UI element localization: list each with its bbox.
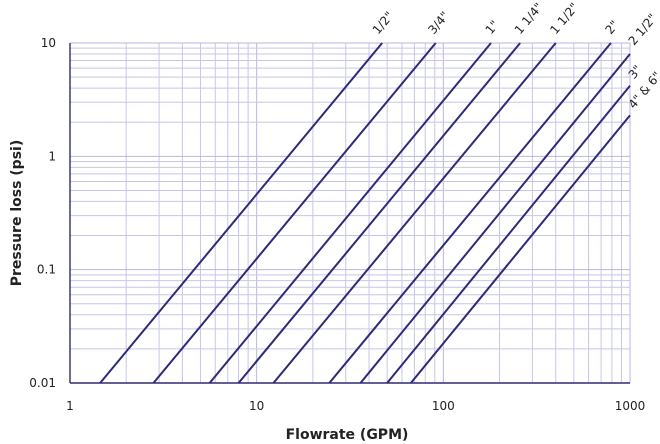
series-line — [328, 42, 612, 384]
tick-labels: 1 10 100 1000 0.01 0.1 1 10 — [29, 36, 645, 413]
y-axis-title: Pressure loss (psi) — [9, 140, 25, 286]
series-line — [237, 42, 521, 384]
series-label: 3/4" — [425, 9, 452, 37]
series-line — [99, 42, 383, 384]
x-tick-label: 100 — [432, 399, 455, 413]
y-tick-label: 0.01 — [29, 376, 56, 390]
series-line — [208, 42, 492, 384]
series-label: 1 1/2" — [547, 0, 581, 37]
series-label: 3" — [626, 63, 645, 82]
y-tick-label: 1 — [48, 149, 56, 163]
series-line — [272, 42, 557, 384]
x-axis-title: Flowrate (GPM) — [286, 427, 409, 443]
series-label: 1" — [483, 18, 502, 37]
x-tick-label: 10 — [249, 399, 264, 413]
series-line — [410, 114, 631, 384]
series-line — [386, 85, 631, 384]
series-label: 1 1/4" — [512, 0, 546, 37]
series-label: 2" — [602, 18, 621, 37]
series-lines — [99, 42, 631, 384]
series-line — [152, 42, 437, 384]
series-label: 1/2" — [370, 9, 397, 37]
y-tick-label: 0.1 — [37, 263, 56, 277]
series-labels: 1/2" 3/4" 1" 1 1/4" 1 1/2" 2" 2 1/2"3"4" & 6" — [370, 0, 660, 111]
x-tick-label: 1000 — [615, 399, 646, 413]
y-tick-label: 10 — [41, 36, 56, 50]
series-label: 2 1/2" — [626, 11, 660, 48]
x-tick-label: 1 — [66, 399, 74, 413]
series-line — [359, 53, 631, 384]
axes — [69, 43, 630, 384]
